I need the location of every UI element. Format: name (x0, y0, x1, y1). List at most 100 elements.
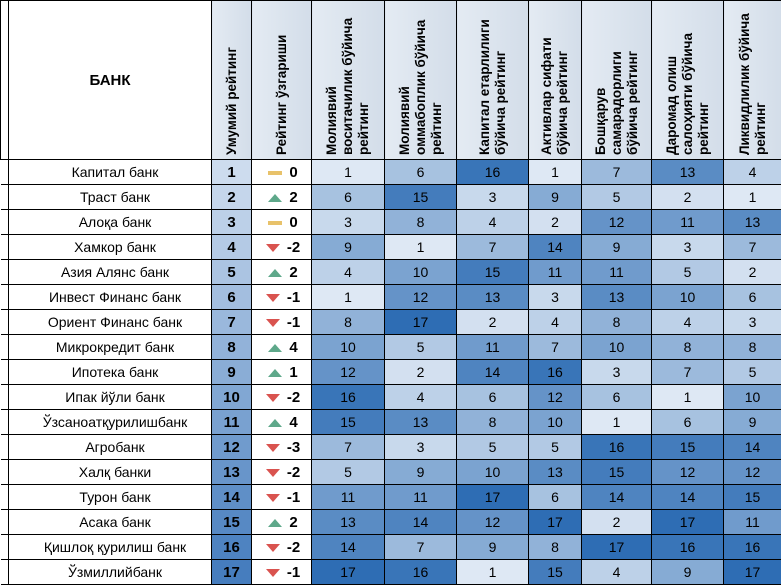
rating-cell: 2 (456, 309, 529, 335)
header-cell: Капитал етарлилиги бўйича рейтинг (456, 0, 529, 160)
header-text: Ликвидлилик бўйича рейтинг (736, 13, 768, 155)
bank-row: Капитал банк 1 0 1 6 16 1 7 13 4 (0, 159, 781, 185)
rating-cell: 13 (384, 409, 457, 435)
rating-cell: 7 (723, 234, 781, 260)
change-shape (268, 518, 283, 527)
rating-cell: 15 (723, 484, 781, 510)
bank-name: Ўзсаноатқурилишбанк (8, 409, 212, 435)
bank-row: Ипак йўли банк 10 -2 16 4 6 12 6 1 10 (0, 384, 781, 410)
rating-cell: 9 (456, 534, 529, 560)
rating-cell: 17 (651, 509, 724, 535)
stub (0, 359, 9, 385)
change-value: 1 (289, 363, 298, 381)
bank-name: Ипак йўли банк (8, 384, 212, 410)
rating-cell: 13 (311, 509, 385, 535)
change-value: 4 (289, 413, 298, 431)
rating-cell: 5 (311, 459, 385, 485)
bank-name: Агробанк (8, 434, 212, 460)
rating-change: -2 (251, 534, 312, 560)
bank-name: Ориент Финанс банк (8, 309, 212, 335)
rating-change: -2 (251, 384, 312, 410)
rating-cell: 17 (723, 559, 781, 585)
rating-change: -3 (251, 434, 312, 460)
rating-cell: 1 (651, 384, 724, 410)
rating-cell: 16 (528, 359, 582, 385)
change-value: 0 (289, 213, 298, 231)
rating-cell: 5 (581, 184, 652, 210)
change-value: -2 (286, 538, 301, 556)
rating-cell: 16 (311, 384, 385, 410)
header-cell: Даромад олиш салоҳияти бўйича рейтинг (651, 0, 724, 160)
rating-cell: 14 (528, 234, 582, 260)
change-icon (268, 170, 283, 175)
rating-cell: 9 (384, 459, 457, 485)
stub (0, 259, 9, 285)
rating-cell: 6 (384, 159, 457, 185)
rating-cell: 15 (528, 559, 582, 585)
overall-rating: 3 (211, 209, 252, 235)
change-value: 2 (289, 263, 298, 281)
rating-cell: 5 (651, 259, 724, 285)
bank-name: Инвест Финанс банк (8, 284, 212, 310)
rating-cell: 9 (723, 409, 781, 435)
change-shape (268, 368, 283, 377)
overall-rating: 2 (211, 184, 252, 210)
rating-cell: 12 (311, 359, 385, 385)
rating-cell: 3 (456, 184, 529, 210)
rating-cell: 11 (581, 259, 652, 285)
bank-row: Микрокредит банк 8 4 10 5 11 7 10 8 8 (0, 334, 781, 360)
change-shape (265, 468, 280, 477)
overall-rating: 15 (211, 509, 252, 535)
change-icon (265, 493, 280, 502)
header-cell: БАНК (8, 0, 212, 160)
change-icon (265, 393, 280, 402)
change-icon (265, 318, 280, 327)
rating-cell: 10 (723, 384, 781, 410)
rating-cell: 17 (456, 484, 529, 510)
table-body: Капитал банк 1 0 1 6 16 1 7 13 4 Траст банк 2 2 6 15 3 9… (0, 159, 781, 585)
stub (0, 159, 9, 185)
rating-cell: 10 (651, 284, 724, 310)
rating-change: 0 (251, 159, 312, 185)
rating-cell: 16 (723, 534, 781, 560)
rating-cell: 3 (651, 234, 724, 260)
rating-cell: 6 (456, 384, 529, 410)
overall-rating: 14 (211, 484, 252, 510)
rating-cell: 8 (723, 334, 781, 360)
rating-change: 2 (251, 259, 312, 285)
rating-cell: 13 (723, 209, 781, 235)
change-shape (265, 243, 280, 252)
change-value: -2 (286, 238, 301, 256)
rating-cell: 12 (651, 459, 724, 485)
stub (0, 234, 9, 260)
rating-change: -1 (251, 559, 312, 585)
change-value: -1 (286, 488, 301, 506)
change-icon (265, 293, 280, 302)
rating-change: -2 (251, 459, 312, 485)
rating-cell: 5 (528, 434, 582, 460)
rating-cell: 1 (723, 184, 781, 210)
rating-change: -2 (251, 234, 312, 260)
stub (0, 434, 9, 460)
change-shape (265, 393, 280, 402)
change-shape (265, 493, 280, 502)
rating-cell: 17 (311, 559, 385, 585)
overall-rating: 7 (211, 309, 252, 335)
change-icon (268, 418, 283, 427)
rating-change: 0 (251, 209, 312, 235)
bank-row: Ўзмиллийбанк 17 -1 17 16 1 15 4 9 17 (0, 559, 781, 585)
rating-change: 4 (251, 334, 312, 360)
stub (0, 384, 9, 410)
header-cell: Бошқарув самарадорлиги бўйича рейтинг (581, 0, 652, 160)
rating-cell: 9 (311, 234, 385, 260)
change-icon (265, 243, 280, 252)
header-cell: Умумий рейтинг (211, 0, 252, 160)
rating-change: 1 (251, 359, 312, 385)
change-icon (268, 368, 283, 377)
rating-cell: 1 (311, 159, 385, 185)
rating-cell: 10 (581, 334, 652, 360)
header-text: Капитал етарлилиги бўйича рейтинг (476, 19, 508, 155)
stub (0, 559, 9, 585)
stub (0, 309, 9, 335)
